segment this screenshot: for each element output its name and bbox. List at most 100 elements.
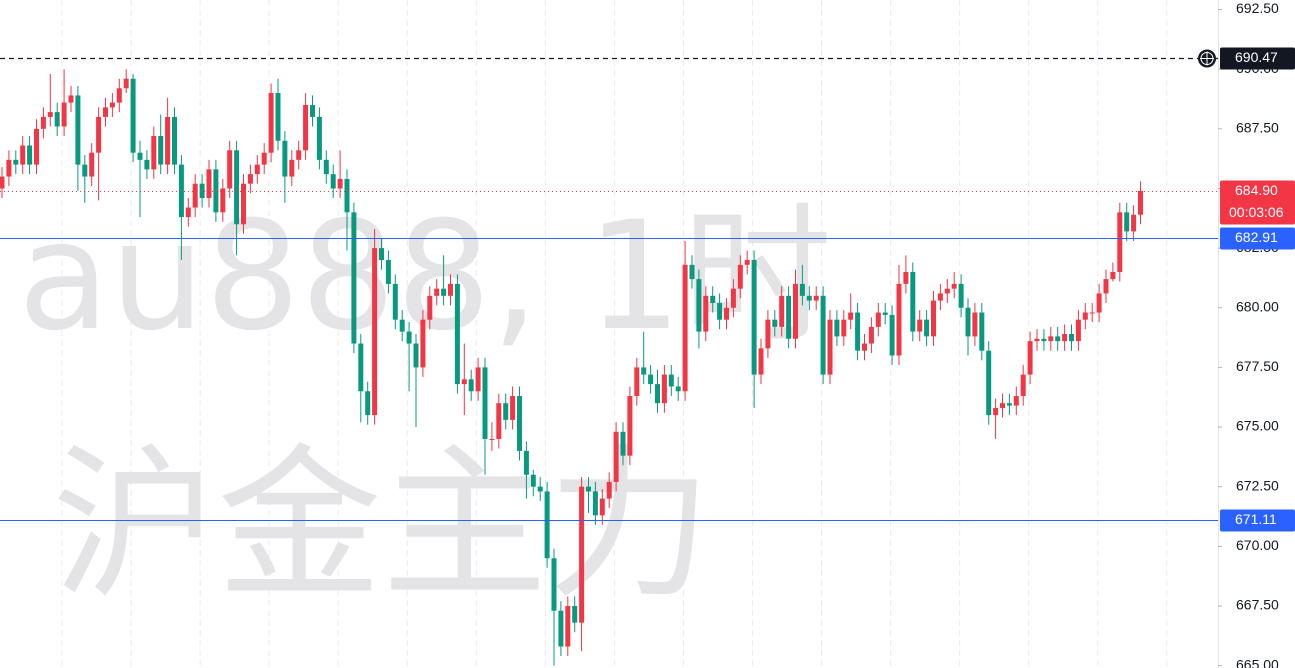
candle-body: [903, 271, 909, 284]
candle-body: [158, 135, 164, 165]
candle-body: [579, 486, 585, 623]
candle-body: [868, 326, 874, 344]
candle-body: [965, 307, 971, 337]
candle-body: [358, 343, 364, 392]
candle-body: [116, 88, 122, 103]
candle-body: [1000, 403, 1005, 408]
candle-body: [385, 260, 391, 284]
candle-body: [924, 319, 930, 337]
candle-body: [510, 396, 516, 420]
candle-body: [530, 474, 536, 487]
candle-body: [234, 150, 240, 225]
candle-body: [165, 116, 171, 165]
candle-body: [827, 319, 833, 375]
candle-body: [461, 379, 467, 385]
candle-body: [103, 107, 108, 117]
candle-body: [206, 169, 212, 199]
price-label-box: [1220, 180, 1295, 225]
price-label: 690.47: [1235, 49, 1278, 65]
y-tick-label: 677.50: [1236, 358, 1279, 374]
price-label: 684.90: [1235, 182, 1278, 198]
candle-body: [565, 605, 571, 647]
candle-body: [517, 396, 522, 451]
candle-body: [213, 169, 219, 213]
watermark: 沪金主力: [52, 429, 712, 621]
crosshair-icon: [1200, 51, 1214, 66]
candle-body: [668, 374, 674, 387]
candle-body: [986, 350, 992, 416]
candle-body: [379, 248, 384, 261]
candle-body: [613, 431, 619, 482]
candle-body: [82, 164, 88, 177]
candle-body: [648, 374, 654, 385]
candle-body: [1069, 334, 1074, 342]
candle-body: [641, 367, 647, 375]
candle-body: [972, 312, 978, 337]
y-tick-label: 672.50: [1236, 477, 1279, 493]
y-tick-label: 675.00: [1236, 418, 1279, 434]
candle-body: [724, 307, 729, 320]
candle-body: [475, 367, 481, 392]
y-tick-label: 665.00: [1236, 656, 1279, 668]
candle-body: [351, 212, 357, 344]
candle-body: [40, 116, 46, 129]
candle-body: [696, 279, 702, 332]
candle-body: [323, 159, 329, 175]
candle-body: [468, 379, 474, 392]
price-axis-labels: 692.50690.00687.50685.00682.50680.00677.…: [1218, 0, 1295, 668]
y-tick-label: 692.50: [1236, 0, 1279, 16]
candle-body: [0, 176, 5, 189]
candle-body: [482, 367, 488, 439]
candle-body: [544, 491, 550, 559]
candle-body: [454, 283, 460, 385]
candle-body: [441, 288, 447, 296]
candle-body: [765, 319, 771, 349]
candle-body: [247, 174, 253, 184]
candle-body: [1062, 334, 1068, 342]
candle-body: [275, 93, 281, 141]
candle-body: [675, 386, 681, 392]
candle-body: [96, 116, 102, 153]
candle-body: [523, 450, 529, 475]
candle-body: [958, 283, 964, 308]
candle-body: [910, 271, 916, 332]
candle-body: [151, 135, 157, 170]
candle-body: [1117, 212, 1123, 272]
candle-body: [489, 438, 495, 440]
candle-body: [896, 283, 902, 356]
candle-body: [793, 283, 798, 339]
candle-body: [27, 145, 33, 165]
candle-body: [137, 152, 143, 160]
candle-body: [330, 174, 336, 189]
candle-body: [47, 112, 53, 117]
candle-body: [75, 95, 81, 165]
candle-body: [661, 374, 667, 404]
candle-body: [1110, 271, 1116, 280]
candle-body: [1048, 336, 1054, 342]
candle-body: [1006, 403, 1012, 406]
candle-body: [737, 264, 743, 289]
candle-body: [1055, 336, 1061, 342]
candle-body: [144, 159, 150, 170]
price-axis: [1218, 0, 1295, 668]
candle-body: [289, 159, 295, 177]
candle-body: [109, 102, 115, 108]
candle-body: [406, 331, 412, 344]
price-label: 671.11: [1235, 511, 1277, 527]
candle-body: [730, 288, 736, 308]
candle-body: [917, 319, 923, 332]
candle-body: [344, 178, 350, 213]
candle-body: [172, 116, 177, 165]
candle-body: [682, 264, 688, 392]
candle-body: [420, 319, 426, 368]
candle-body: [178, 164, 184, 218]
candle-body: [655, 384, 660, 404]
candle-body: [1034, 338, 1040, 342]
candle-body: [392, 283, 398, 320]
candle-body: [337, 178, 343, 189]
candle-body: [68, 95, 74, 103]
candle-body: [192, 183, 198, 208]
candle-body: [1020, 374, 1026, 397]
candle-body: [20, 145, 26, 165]
